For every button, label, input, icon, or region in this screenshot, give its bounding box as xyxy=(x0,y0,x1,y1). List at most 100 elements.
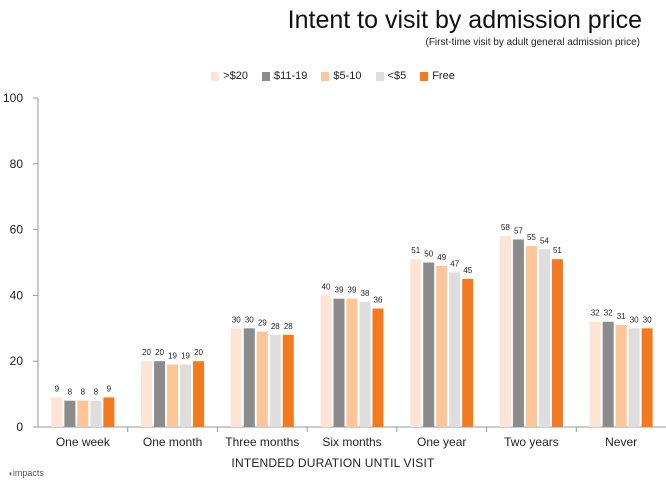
legend-label: Free xyxy=(432,70,455,82)
legend-item: <$5 xyxy=(375,70,407,82)
data-label: 8 xyxy=(68,388,73,397)
data-label: 30 xyxy=(643,315,652,324)
bar xyxy=(641,328,653,427)
bar xyxy=(551,259,563,427)
data-label: 8 xyxy=(81,388,86,397)
data-label: 36 xyxy=(374,296,383,305)
data-label: 20 xyxy=(194,348,203,357)
bar xyxy=(333,298,345,427)
data-label: 9 xyxy=(107,384,112,393)
data-label: 30 xyxy=(232,315,241,324)
y-tick-label: 20 xyxy=(10,354,24,368)
data-label: 30 xyxy=(245,315,254,324)
legend-label: >$20 xyxy=(223,70,248,82)
bar xyxy=(423,262,435,427)
legend-item: $11-19 xyxy=(261,70,308,82)
bar xyxy=(167,364,179,427)
data-label: 8 xyxy=(94,388,99,397)
data-label: 39 xyxy=(335,286,344,295)
x-tick-label: One month xyxy=(143,435,202,449)
x-tick-label: Three months xyxy=(225,435,299,449)
bar xyxy=(359,301,371,427)
brand-logo-icon: ◖ xyxy=(8,469,13,478)
data-label: 31 xyxy=(617,312,626,321)
bar xyxy=(282,334,294,427)
x-tick-label: Never xyxy=(605,435,637,449)
data-label: 45 xyxy=(463,266,472,275)
data-label: 19 xyxy=(168,351,177,360)
data-label: 58 xyxy=(501,223,510,232)
data-label: 29 xyxy=(258,319,267,328)
bar xyxy=(141,361,153,427)
data-label: 9 xyxy=(55,384,60,393)
data-label: 20 xyxy=(155,348,164,357)
data-label: 38 xyxy=(361,289,370,298)
bar xyxy=(410,259,422,427)
bar xyxy=(230,328,242,427)
data-label: 49 xyxy=(437,253,446,262)
bar xyxy=(372,308,384,427)
data-label: 19 xyxy=(181,351,190,360)
bar xyxy=(525,246,537,427)
data-label: 20 xyxy=(142,348,151,357)
chart-subtitle: (First-time visit by adult general admis… xyxy=(425,37,640,48)
data-label: 54 xyxy=(540,236,549,245)
bar xyxy=(499,236,511,427)
data-label: 39 xyxy=(348,286,357,295)
bar xyxy=(346,298,358,427)
brand-logo-text: impacts xyxy=(12,468,44,478)
data-label: 40 xyxy=(322,282,331,291)
legend-item: >$20 xyxy=(211,70,248,82)
bar xyxy=(269,334,281,427)
bar xyxy=(462,278,474,427)
bar xyxy=(256,331,268,427)
bar xyxy=(615,325,627,427)
data-label: 28 xyxy=(271,322,280,331)
bar xyxy=(77,400,89,427)
bar xyxy=(589,321,601,427)
y-tick-label: 100 xyxy=(3,91,23,105)
bar xyxy=(538,249,550,427)
bar xyxy=(602,321,614,427)
legend-item: $5-10 xyxy=(321,70,362,82)
bar xyxy=(449,272,461,427)
legend-swatch xyxy=(321,71,330,81)
bar xyxy=(90,400,102,427)
legend-label: $5-10 xyxy=(333,70,362,82)
x-tick-label: One year xyxy=(417,435,466,449)
data-label: 55 xyxy=(527,233,536,242)
x-tick-label: Two years xyxy=(504,435,559,449)
bar xyxy=(512,239,524,427)
y-tick-label: 60 xyxy=(10,223,24,237)
legend-swatch xyxy=(211,71,220,81)
data-label: 51 xyxy=(553,246,562,255)
x-axis-title: INTENDED DURATION UNTIL VISIT xyxy=(231,456,435,470)
bar xyxy=(51,397,63,427)
data-label: 51 xyxy=(411,246,420,255)
legend-item: Free xyxy=(420,70,455,82)
legend: >$20 $11-19 $5-10 <$5 Free xyxy=(0,70,666,82)
data-label: 57 xyxy=(514,226,523,235)
bar xyxy=(320,295,332,427)
bar xyxy=(64,400,76,427)
legend-swatch xyxy=(420,71,429,81)
chart-title: Intent to visit by admission price xyxy=(287,6,642,34)
bar xyxy=(154,361,166,427)
y-tick-label: 40 xyxy=(10,288,24,302)
bar xyxy=(180,364,192,427)
legend-label: $11-19 xyxy=(273,70,308,82)
data-label: 32 xyxy=(591,309,600,318)
y-tick-label: 0 xyxy=(16,420,23,434)
bar xyxy=(436,265,448,427)
y-tick-label: 80 xyxy=(10,157,24,171)
data-label: 47 xyxy=(450,259,459,268)
data-label: 32 xyxy=(604,309,613,318)
bar xyxy=(193,361,205,427)
data-label: 30 xyxy=(630,315,639,324)
brand-logo: ◖impacts xyxy=(8,468,44,478)
legend-label: <$5 xyxy=(387,70,407,82)
bar xyxy=(103,397,115,427)
legend-swatch xyxy=(375,71,384,81)
legend-swatch xyxy=(261,71,270,81)
